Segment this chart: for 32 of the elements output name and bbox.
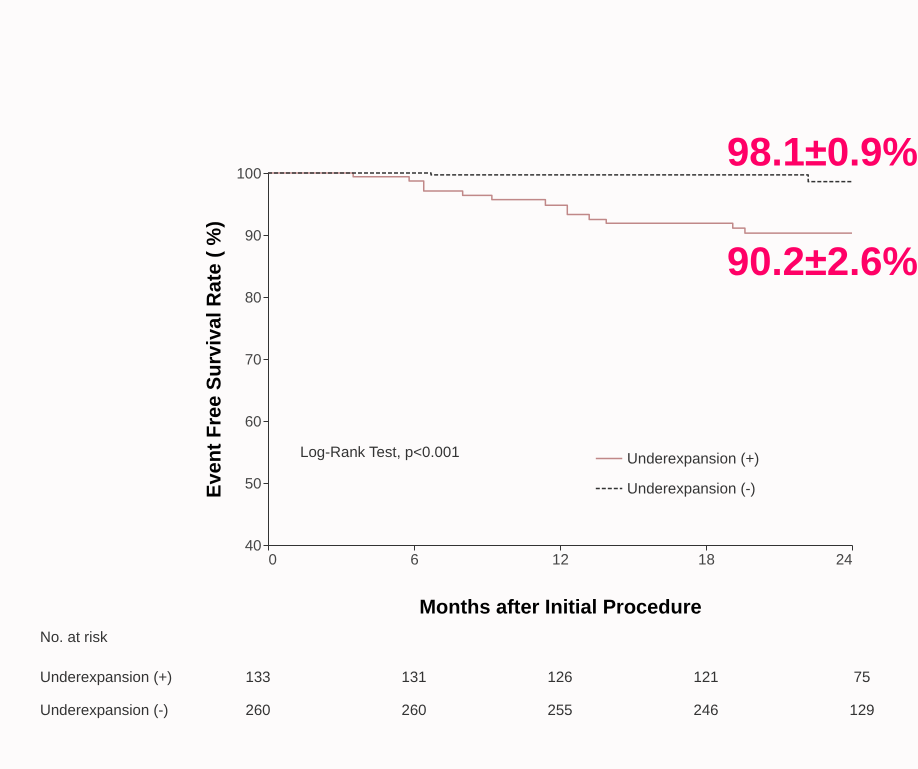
- x-axis-title: Months after Initial Procedure: [419, 596, 702, 618]
- text: 133: [245, 669, 271, 686]
- x-tick-label: 24: [836, 552, 852, 568]
- annotation: 90.2±2.6%: [727, 240, 918, 284]
- text: Underexpansion (-): [40, 702, 168, 719]
- y-tick-label: 100: [236, 166, 262, 182]
- text: 75: [854, 669, 870, 686]
- x-tick-label: 0: [268, 552, 277, 568]
- y-tick-label: 60: [244, 414, 262, 430]
- text: 131: [401, 669, 427, 686]
- text: 260: [245, 702, 271, 719]
- legend-label: Underexpansion (+): [627, 450, 760, 468]
- legend-label: Underexpansion (-): [627, 480, 756, 498]
- y-tick-label: 40: [244, 538, 262, 554]
- text: 129: [849, 702, 875, 719]
- text: 255: [547, 702, 573, 719]
- x-tick-label: 6: [410, 552, 419, 568]
- annotation: Log-Rank Test, p<0.001: [300, 444, 460, 461]
- text: 121: [693, 669, 719, 686]
- text: 126: [547, 669, 573, 686]
- y-tick-label: 70: [244, 352, 262, 368]
- y-tick-label: 90: [244, 228, 262, 244]
- x-tick-label: 18: [698, 552, 715, 568]
- y-tick-label: 50: [244, 476, 262, 492]
- text: No. at risk: [40, 629, 108, 646]
- y-tick-label: 80: [244, 290, 262, 306]
- y-axis-title: Event Free Survival Rate ( %): [203, 221, 226, 498]
- x-tick-label: 12: [552, 552, 569, 568]
- text: 246: [693, 702, 719, 719]
- annotation: 98.1±0.9%: [727, 130, 918, 175]
- text: 260: [401, 702, 427, 719]
- text: Underexpansion (+): [40, 669, 172, 686]
